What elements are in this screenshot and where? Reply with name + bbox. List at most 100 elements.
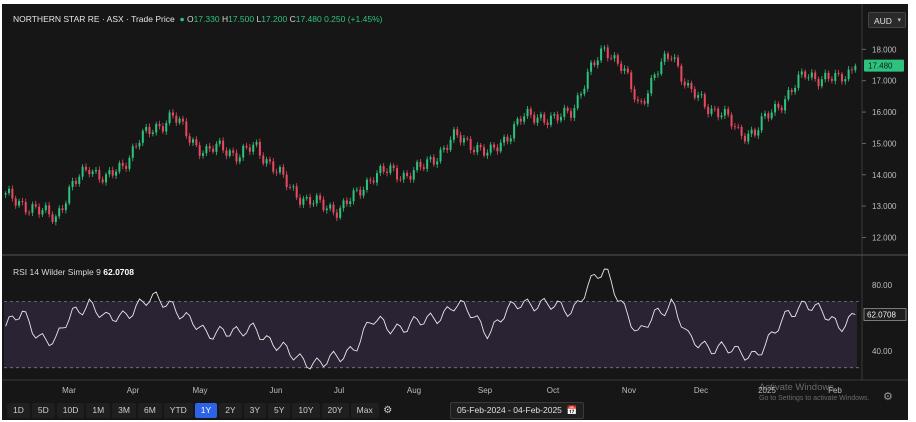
date-range-picker[interactable]: 05-Feb-2024 - 04-Feb-2025 📅 — [450, 402, 585, 419]
candle-body — [784, 99, 787, 111]
candle-body — [255, 141, 258, 145]
candle-body — [837, 73, 840, 75]
candle-body — [135, 146, 138, 148]
candle-body — [810, 72, 813, 78]
candle-body — [767, 113, 770, 119]
candle-body — [278, 167, 281, 173]
legend-dot-icon: ● — [179, 14, 185, 24]
candle-body — [576, 95, 579, 109]
timeframe-button-1m[interactable]: 1M — [86, 402, 111, 418]
candle-body — [559, 116, 562, 121]
candle-body — [94, 169, 97, 172]
time-tick-label: May — [192, 386, 207, 395]
candle-body — [640, 100, 643, 102]
candle-body — [603, 47, 606, 49]
candle-body — [335, 212, 338, 218]
gear-icon[interactable]: ⚙ — [883, 391, 893, 403]
candle-body — [847, 69, 850, 80]
currency-select[interactable]: AUD ▾ — [868, 12, 906, 28]
candle-body — [436, 161, 439, 165]
timeframe-button-3y[interactable]: 3Y — [243, 402, 266, 418]
candle-body — [600, 48, 603, 61]
watermark-title: Activate Windows — [759, 382, 834, 393]
timeframe-button-20y[interactable]: 20Y — [321, 402, 349, 418]
candle-body — [24, 202, 27, 213]
time-tick-label: Apr — [127, 386, 140, 395]
candle-body — [399, 179, 402, 181]
timeframe-button-10y[interactable]: 10Y — [292, 402, 320, 418]
time-tick-label: Jul — [334, 386, 344, 395]
candle-body — [449, 139, 452, 150]
candle-body — [195, 139, 198, 146]
candle-body — [386, 171, 389, 173]
candle-body — [593, 62, 596, 66]
candle-body — [459, 135, 462, 143]
candle-body — [406, 172, 409, 176]
timeframe-button-5y[interactable]: 5Y — [268, 402, 291, 418]
candle-body — [446, 147, 449, 150]
candle-body — [630, 72, 633, 90]
candle-body — [282, 167, 285, 175]
rsi-tick-label: 80.00 — [872, 281, 893, 290]
candle-body — [422, 167, 425, 169]
timeframe-button-3m[interactable]: 3M — [112, 402, 136, 418]
legend-close: 17.480 — [295, 14, 322, 24]
candle-body — [118, 162, 121, 172]
timeframe-button-2y[interactable]: 2Y — [219, 402, 242, 418]
timeframe-button-6m[interactable]: 6M — [137, 402, 162, 418]
candle-body — [238, 157, 241, 162]
candle-body — [258, 141, 261, 156]
candle-body — [710, 108, 713, 115]
candle-body — [41, 210, 44, 215]
candle-body — [131, 146, 134, 158]
chevron-down-icon: ▾ — [897, 17, 901, 24]
timeframe-button-5d[interactable]: 5D — [31, 402, 55, 418]
candle-body — [168, 112, 171, 123]
timeframe-button-1y[interactable]: 1Y — [194, 402, 218, 418]
settings-gear-icon[interactable]: ⚙ — [383, 404, 393, 416]
candle-body — [248, 147, 251, 152]
price-legend: NORTHERN STAR RE · ASX · Trade Price ● O… — [13, 14, 382, 24]
candle-body — [416, 161, 419, 171]
legend-low-label: L — [256, 14, 262, 24]
candle-body — [707, 106, 710, 115]
timeframe-button-1d[interactable]: 1D — [7, 402, 30, 418]
candle-body — [389, 165, 392, 173]
candle-body — [817, 79, 820, 87]
candle-body — [208, 146, 211, 149]
candle-body — [697, 95, 700, 98]
time-tick-label: Jun — [270, 386, 283, 395]
candle-body — [636, 99, 639, 101]
candle-body — [483, 147, 486, 156]
candle-body — [369, 179, 372, 181]
candle-body — [462, 138, 465, 143]
candle-body — [88, 169, 91, 175]
last-price-tag — [864, 59, 904, 72]
candle-body — [222, 140, 225, 151]
timeframe-button-10d[interactable]: 10D — [56, 402, 85, 418]
candle-body — [138, 142, 141, 147]
candle-body — [158, 123, 161, 127]
timeframe-button-max[interactable]: Max — [350, 402, 379, 418]
chart-canvas[interactable]: 12.000 13.000 14.000 15.000 16.000 17.000 18.0… — [2, 4, 908, 420]
candle-body — [205, 146, 208, 154]
candle-body — [666, 53, 670, 59]
candle-body — [429, 157, 432, 160]
price-tick-label: 14.000 — [872, 171, 897, 180]
candle-body — [479, 145, 482, 148]
candle-body — [493, 144, 496, 148]
candle-body — [780, 107, 783, 111]
candle-body — [800, 71, 803, 75]
candle-body — [115, 171, 118, 176]
last-price-label: 17.480 — [868, 62, 893, 71]
candle-body — [743, 135, 746, 142]
rsi-axis: 40.00 80.00 62.0708 — [863, 281, 907, 356]
candle-body — [34, 204, 37, 207]
rsi-pane — [4, 268, 862, 370]
time-tick-label: Feb — [828, 386, 842, 395]
candle-body — [737, 126, 740, 128]
candle-body — [586, 71, 589, 89]
timeframe-button-ytd[interactable]: YTD — [163, 402, 193, 418]
candle-body — [365, 179, 368, 190]
candle-body — [506, 136, 509, 142]
